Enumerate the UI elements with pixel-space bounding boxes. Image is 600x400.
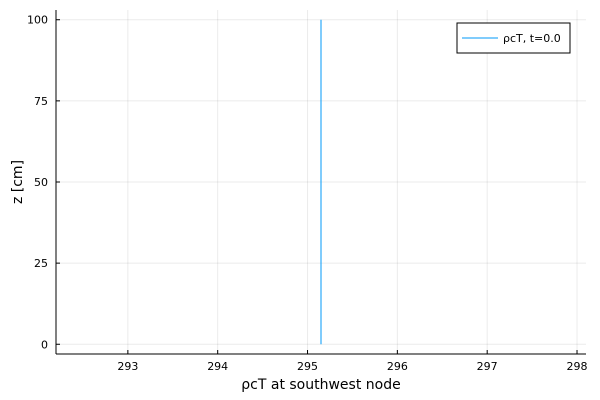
x-tick-label: 294	[207, 360, 228, 373]
x-tick-label: 296	[387, 360, 408, 373]
x-axis-label: ρcT at southwest node	[241, 377, 400, 393]
legend: ρcT, t=0.0	[456, 22, 571, 54]
y-axis-label: z [cm]	[10, 160, 26, 204]
x-tick-label: 295	[297, 360, 318, 373]
x-axis-ticks: 293 294 295 296 297 298	[117, 350, 588, 373]
y-tick-label: 100	[27, 14, 48, 27]
y-tick-label: 25	[34, 257, 48, 270]
x-tick-label: 293	[117, 360, 138, 373]
legend-label: ρcT, t=0.0	[503, 32, 561, 45]
x-tick-label: 297	[477, 360, 498, 373]
y-tick-label: 75	[34, 95, 48, 108]
y-tick-label: 0	[41, 338, 48, 351]
x-tick-label: 298	[567, 360, 588, 373]
legend-box	[456, 22, 571, 54]
y-tick-label: 50	[34, 176, 48, 189]
y-axis-ticks: 0 25 50 75 100	[27, 14, 60, 351]
